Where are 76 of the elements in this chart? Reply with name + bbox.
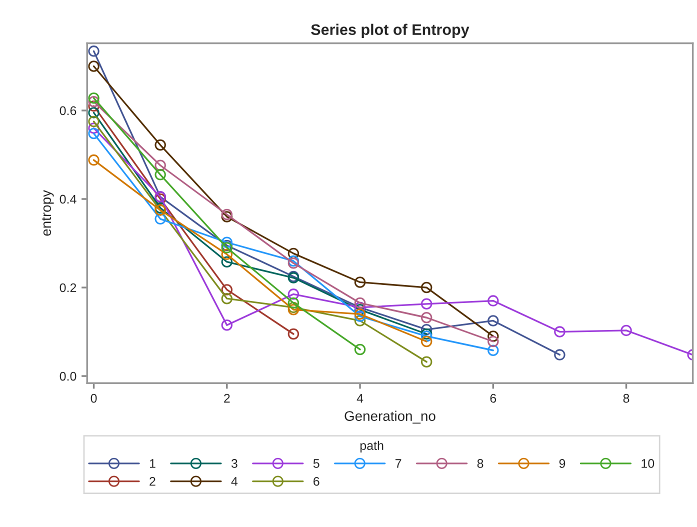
x-tick-label: 0 (90, 394, 97, 403)
legend-label: 3 (231, 459, 238, 468)
x-tick-label: 8 (623, 394, 630, 403)
point (288, 302, 300, 314)
point (221, 211, 233, 222)
y-tick-label: 0.2 (60, 283, 76, 292)
point (88, 116, 100, 128)
point (221, 248, 233, 260)
x-tick-label: 2 (224, 394, 230, 403)
point (88, 100, 100, 112)
point (154, 139, 166, 151)
point (221, 320, 233, 331)
point (420, 282, 432, 294)
legend-label: 1 (150, 459, 156, 468)
chart-title: Series plot of Entropy (311, 24, 470, 38)
point (488, 336, 499, 348)
point (88, 46, 100, 57)
point (488, 330, 499, 342)
point (288, 288, 300, 300)
x-tick-label: 4 (356, 394, 364, 403)
point (420, 298, 432, 310)
point (88, 60, 100, 72)
point (554, 349, 566, 360)
x-axis-title: Generation_no (344, 410, 436, 424)
point (288, 258, 300, 269)
y-tick-label: 0.0 (60, 372, 76, 381)
point (88, 107, 100, 118)
legend-label: 2 (150, 476, 156, 486)
point (154, 213, 166, 225)
point (354, 315, 366, 326)
point (221, 292, 233, 304)
point (221, 236, 233, 248)
point (354, 344, 366, 356)
point (288, 304, 300, 316)
point (154, 169, 166, 180)
point (420, 324, 432, 336)
point (221, 242, 233, 254)
point (221, 256, 233, 268)
legend-title: path (360, 440, 384, 452)
legend-label: 10 (642, 459, 654, 468)
legend-label: 8 (477, 459, 484, 468)
point (288, 297, 300, 309)
point (620, 324, 632, 336)
legend-label: 4 (231, 477, 238, 486)
legend-label: 9 (559, 459, 566, 468)
point (420, 330, 432, 342)
point (488, 315, 499, 326)
y-tick-label: 0.6 (60, 106, 76, 116)
legend-label: 7 (395, 459, 402, 468)
point (420, 328, 432, 340)
point (488, 344, 499, 356)
y-axis-title: entropy (42, 190, 54, 236)
point (354, 310, 366, 322)
point (420, 312, 432, 324)
point (288, 248, 300, 260)
point (221, 284, 233, 296)
y-tick-label: 0.4 (60, 194, 76, 204)
legend-label: 6 (314, 476, 320, 486)
point (88, 154, 100, 166)
point (154, 160, 166, 171)
point (554, 326, 566, 338)
point (88, 92, 100, 104)
point (221, 208, 233, 220)
point (420, 336, 432, 348)
point (88, 96, 100, 108)
point (488, 295, 499, 306)
point (88, 128, 100, 140)
point (420, 356, 432, 368)
legend-label: 5 (313, 459, 320, 468)
point (288, 255, 300, 267)
point (354, 297, 366, 309)
point (288, 328, 300, 340)
point (88, 122, 100, 134)
x-tick-label: 6 (490, 394, 496, 403)
point (354, 276, 366, 288)
point (354, 308, 366, 320)
